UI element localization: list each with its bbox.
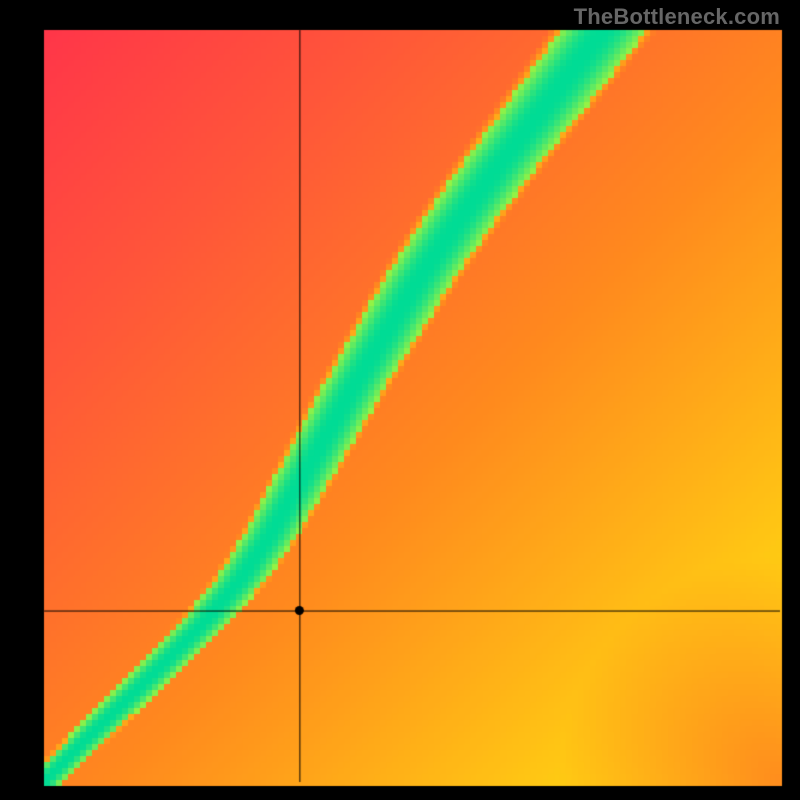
crosshair-overlay [0,0,800,800]
watermark-text: TheBottleneck.com [574,4,780,30]
chart-container: TheBottleneck.com [0,0,800,800]
